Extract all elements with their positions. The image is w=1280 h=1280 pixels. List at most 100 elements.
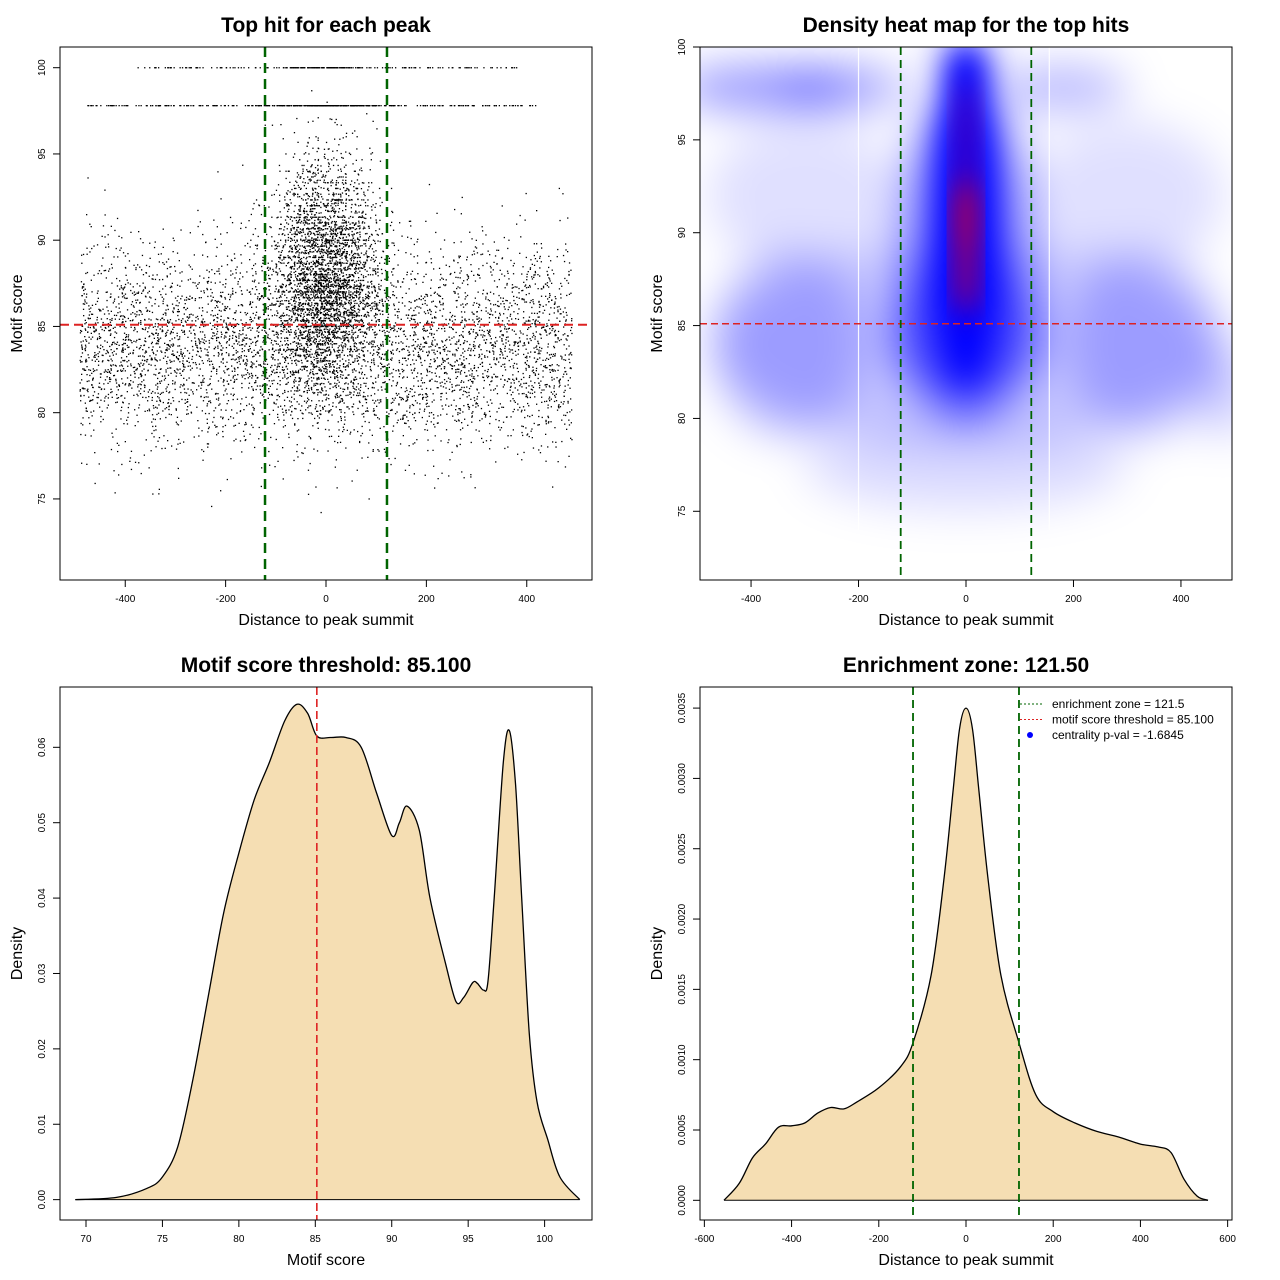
scatter-point xyxy=(436,306,438,308)
scatter-point xyxy=(85,296,88,298)
scatter-point xyxy=(430,262,433,264)
scatter-point xyxy=(207,303,209,305)
scatter-point xyxy=(287,256,290,259)
scatter-point xyxy=(463,405,465,407)
scatter-point xyxy=(394,322,397,324)
scatter-point xyxy=(202,341,204,343)
scatter-point xyxy=(216,321,218,323)
scatter-point xyxy=(100,421,102,423)
scatter-point xyxy=(392,425,395,427)
scatter-point xyxy=(402,417,404,419)
scatter-point xyxy=(378,286,380,288)
scatter-point xyxy=(308,311,310,313)
scatter-point xyxy=(568,270,570,273)
scatter-point xyxy=(225,342,228,344)
scatter-point xyxy=(357,105,359,107)
scatter-point xyxy=(418,356,420,358)
scatter-point xyxy=(315,271,317,274)
scatter-point xyxy=(451,365,453,367)
scatter-point xyxy=(310,293,312,296)
scatter-point xyxy=(548,319,550,321)
scatter-point xyxy=(232,377,234,379)
scatter-point xyxy=(304,105,306,107)
scatter-point xyxy=(331,220,333,223)
scatter-point xyxy=(510,385,512,387)
scatter-point xyxy=(331,272,333,274)
scatter-point xyxy=(344,383,346,385)
scatter-point xyxy=(137,355,140,357)
scatter-point xyxy=(277,300,279,302)
scatter-point xyxy=(155,359,157,361)
scatter-point xyxy=(230,270,232,272)
scatter-point xyxy=(333,369,335,371)
scatter-point xyxy=(319,264,322,266)
scatter-point xyxy=(331,239,333,241)
scatter-point xyxy=(110,263,113,265)
scatter-point xyxy=(107,310,109,312)
scatter-point xyxy=(355,313,358,315)
scatter-point xyxy=(359,401,361,404)
scatter-point xyxy=(335,343,338,345)
scatter-point xyxy=(358,228,361,230)
scatter-point xyxy=(347,388,349,390)
scatter-point xyxy=(316,251,318,253)
scatter-point xyxy=(526,360,528,362)
scatter-point xyxy=(320,283,322,285)
scatter-point xyxy=(306,400,308,402)
scatter-point xyxy=(237,356,239,359)
scatter-point xyxy=(349,351,351,353)
scatter-point xyxy=(324,157,326,159)
scatter-point xyxy=(120,287,122,289)
scatter-point xyxy=(455,369,457,371)
scatter-point xyxy=(331,315,333,317)
scatter-point xyxy=(126,279,128,281)
scatter-point xyxy=(274,248,276,250)
scatter-point xyxy=(276,300,278,302)
scatter-point xyxy=(319,216,321,218)
scatter-point xyxy=(530,380,532,382)
scatter-point xyxy=(274,466,276,468)
scatter-point xyxy=(197,225,199,228)
scatter-point xyxy=(445,339,447,342)
scatter-point xyxy=(295,248,297,250)
scatter-point xyxy=(339,376,342,378)
scatter-point xyxy=(495,336,497,339)
scatter-point xyxy=(397,105,399,107)
scatter-point xyxy=(514,105,517,107)
scatter-point xyxy=(325,366,327,368)
scatter-point xyxy=(218,353,220,355)
scatter-point xyxy=(290,245,292,247)
scatter-point xyxy=(436,422,439,424)
scatter-point xyxy=(543,365,545,368)
scatter-point xyxy=(325,205,327,207)
scatter-point xyxy=(170,67,172,69)
scatter-point xyxy=(295,319,297,321)
scatter-point xyxy=(321,242,324,244)
scatter-point xyxy=(550,398,552,400)
scatter-point xyxy=(343,307,345,309)
scatter-point xyxy=(331,284,333,286)
scatter-point xyxy=(336,301,338,303)
scatter-point xyxy=(350,392,352,394)
scatter-point xyxy=(329,260,331,262)
scatter-point xyxy=(403,333,405,336)
scatter-point xyxy=(311,245,313,247)
scatter-point xyxy=(361,432,364,435)
scatter-point xyxy=(178,438,180,441)
scatter-point xyxy=(278,419,280,421)
scatter-point xyxy=(503,105,506,107)
scatter-point xyxy=(313,314,315,316)
scatter-point xyxy=(340,67,342,69)
scatter-point xyxy=(352,305,354,307)
scatter-point xyxy=(279,211,281,213)
scatter-point xyxy=(441,381,443,383)
scatter-point xyxy=(358,264,361,266)
scatter-point xyxy=(547,298,549,300)
scatter-point xyxy=(200,382,203,384)
scatter-point xyxy=(488,350,491,352)
scatter-point xyxy=(327,381,330,383)
scatter-point xyxy=(545,325,547,327)
scatter-point xyxy=(122,351,124,353)
scatter-point xyxy=(353,186,355,188)
scatter-point xyxy=(365,105,367,107)
